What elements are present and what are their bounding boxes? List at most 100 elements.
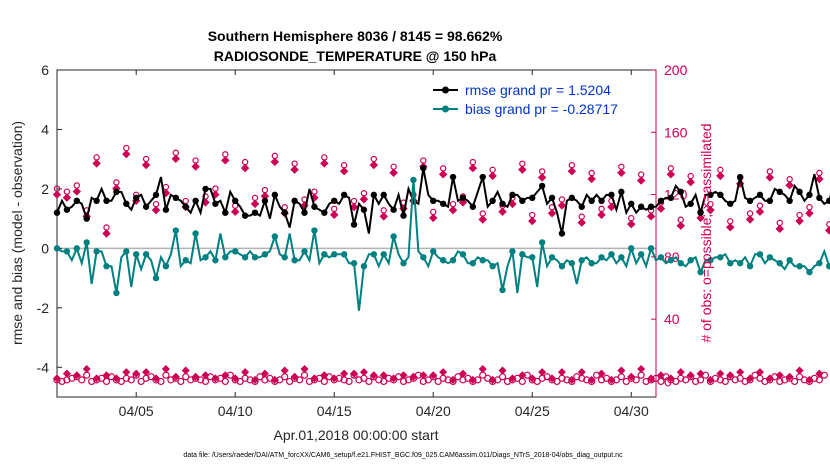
obs-assimilated-point [389,163,398,177]
obs-assimilated-low-point [241,368,250,377]
bias-point [479,257,486,264]
obs-assimilated-point [379,207,388,221]
obs-assimilated-point [676,216,685,230]
rmse-point [519,197,526,204]
bias-point [350,260,358,267]
x-tick-label: 04/10 [218,403,253,419]
rmse-point [786,197,793,204]
obs-assimilated-point [765,168,775,182]
rmse-point [637,203,645,210]
obs-assimilated-low-point [300,364,309,373]
obs-assimilated-point [726,218,735,232]
obs-assimilated-point [636,171,646,185]
obs-assimilated-point [706,200,715,215]
bias-point [212,257,219,264]
obs-possible-point [682,376,690,384]
obs-assimilated-low-point [686,371,695,380]
obs-assimilated-low-point [577,368,586,377]
obs-assimilated-low-point [201,371,210,380]
bias-point [321,251,328,258]
bias-point [588,260,595,267]
rmse-point [331,197,338,204]
obs-assimilated-low-point [379,371,388,380]
obs-assimilated-point [666,165,676,179]
bias-point [261,251,269,258]
y-left-tick-label: -2 [37,300,50,316]
bias-point [776,260,783,267]
bias-point [509,248,516,255]
obs-assimilated-low-point [656,371,665,380]
chart-title: Southern Hemisphere 8036 / 8145 = 98.662… [208,28,503,44]
bias-point [519,251,526,258]
bias-point [133,251,140,258]
rmse-point [598,197,605,204]
bias-point [796,263,803,270]
obs-assimilated-low-point [221,371,230,380]
bias-point [677,260,684,267]
bias-point [568,260,576,267]
rmse-point [529,194,536,202]
legend-rmse-text: rmse grand pr = 1.5204 [465,82,611,98]
obs-assimilated-point [330,205,339,220]
obs-possible-point [127,376,135,384]
bias-point [420,254,427,261]
rmse-point [103,197,110,204]
obs-assimilated-low-point [637,364,646,373]
obs-assimilated-low-point [142,368,151,377]
obs-assimilated-low-point [181,366,190,375]
obs-assimilated-low-point [775,371,784,380]
obs-assimilated-low-point [765,374,774,383]
obs-assimilated-low-point [548,374,557,383]
bias-point [182,257,189,264]
obs-possible-point [434,377,442,386]
obs-assimilated-point [775,219,784,234]
bias-point [628,245,635,252]
bias-point [548,254,556,261]
bias-point [439,257,447,264]
obs-assimilated-point [438,165,448,179]
bias-point [826,263,830,270]
rmse-point [489,197,496,204]
bias-point [202,254,209,261]
rmse-point [83,215,90,222]
obs-possible-point [741,377,749,386]
bias-point [271,233,279,240]
obs-assimilated-low-point [132,369,141,378]
data-file-footer: data file: /Users/raeder/DAI/ATM_forcXX/… [183,452,623,459]
rmse-point [707,191,714,199]
bias-point [123,248,130,255]
obs-assimilated-point [716,166,725,181]
obs-assimilated-point [468,158,478,173]
obs-assimilated-point [825,221,830,235]
obs-assimilated-point [567,162,577,176]
obs-assimilated-low-point [617,366,626,375]
obs-possible-point [632,376,640,384]
obs-assimilated-low-point [785,372,794,381]
rmse-point [311,203,318,210]
bias-point [697,268,704,276]
bias-point [469,260,477,267]
bias-point [152,274,160,282]
bias-point [499,286,506,294]
obs-possible-point [404,376,413,384]
rmse-point [123,200,130,207]
rmse-point [182,203,189,210]
rmse-point [241,212,249,219]
obs-assimilated-low-point [82,364,91,373]
rmse-point [479,173,486,181]
rmse-point [746,197,754,204]
obs-assimilated-low-point [419,371,428,380]
obs-possible-point [533,377,541,386]
rmse-point [360,206,368,213]
obs-assimilated-low-point [726,371,735,380]
obs-assimilated-point [577,213,586,227]
rmse-point [717,191,724,199]
obs-assimilated-point [429,208,438,223]
obs-assimilated-point [122,144,131,159]
obs-assimilated-low-point [350,369,359,378]
rmse-point [796,188,803,196]
bias-point [618,254,625,261]
obs-possible-point [68,374,76,382]
obs-assimilated-low-point [231,374,240,383]
obs-possible-point [236,377,244,386]
